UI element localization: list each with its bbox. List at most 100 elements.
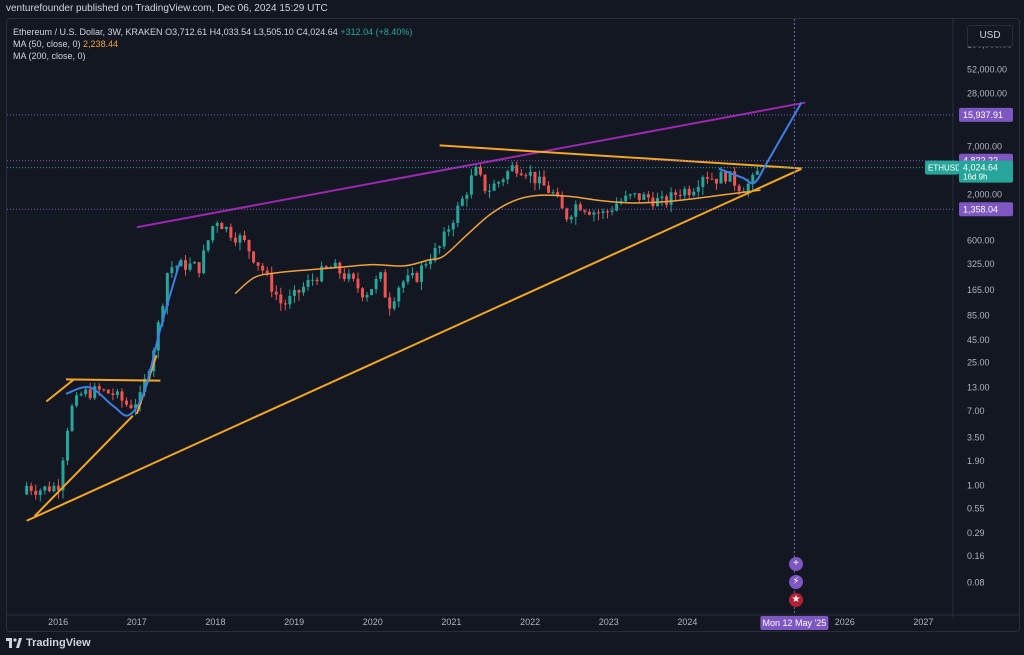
candle-body[interactable] [606, 211, 610, 213]
lightning-icon[interactable]: ⚡ [789, 575, 803, 589]
candle-body[interactable] [674, 192, 678, 195]
candle-body[interactable] [733, 171, 737, 186]
candle-body[interactable] [47, 486, 51, 492]
candle-body[interactable] [415, 272, 419, 282]
candle-body[interactable] [292, 289, 296, 296]
candle-body[interactable] [751, 174, 755, 184]
candle-body[interactable] [88, 389, 92, 399]
candle-body[interactable] [642, 194, 646, 200]
candle-body[interactable] [242, 235, 246, 241]
plus-icon[interactable]: + [789, 557, 803, 571]
candle-body[interactable] [311, 279, 315, 281]
candle-body[interactable] [433, 247, 437, 261]
candle-body[interactable] [379, 272, 383, 279]
candle-body[interactable] [188, 263, 192, 270]
projection-cup-2024-projection[interactable] [718, 102, 803, 185]
trendline-orange-support[interactable] [26, 167, 802, 522]
candle-body[interactable] [501, 179, 505, 183]
candle-body[interactable] [261, 265, 265, 271]
candle-body[interactable] [34, 490, 38, 495]
legend-ma200-line[interactable]: MA (200, close, 0) [13, 51, 86, 61]
candle-body[interactable] [84, 389, 88, 395]
candle-body[interactable] [429, 260, 433, 265]
candle-body[interactable] [710, 178, 714, 180]
candle-body[interactable] [610, 210, 614, 212]
candle-body[interactable] [515, 165, 519, 174]
candle-body[interactable] [460, 198, 464, 206]
trendline-orange-2016-flat[interactable] [65, 378, 161, 382]
candle-body[interactable] [687, 188, 691, 196]
candle-body[interactable] [179, 260, 183, 267]
candle-body[interactable] [351, 273, 355, 279]
candle-body[interactable] [111, 393, 115, 395]
candle-body[interactable] [161, 306, 165, 323]
candle-body[interactable] [755, 170, 759, 175]
candle-body[interactable] [442, 231, 446, 247]
candle-body[interactable] [615, 203, 619, 211]
candle-body[interactable] [478, 166, 482, 175]
candle-body[interactable] [193, 262, 197, 264]
candle-body[interactable] [301, 286, 305, 293]
candle-body[interactable] [61, 460, 65, 491]
candle-body[interactable] [270, 272, 274, 292]
candle-body[interactable] [701, 176, 705, 187]
candle-body[interactable] [256, 262, 260, 266]
candle-body[interactable] [25, 485, 29, 495]
candle-body[interactable] [125, 400, 129, 405]
projection-cup-2016[interactable] [65, 260, 182, 417]
candle-body[interactable] [628, 194, 632, 196]
candle-body[interactable] [184, 260, 188, 270]
candle-body[interactable] [474, 166, 478, 176]
candle-body[interactable] [365, 294, 369, 298]
candle-body[interactable] [488, 190, 492, 192]
price-chart[interactable]: 100,000.0052,000.0028,000.007,000.002,00… [7, 19, 1019, 631]
candle-body[interactable] [66, 430, 70, 461]
legend-ma50-line[interactable]: MA (50, close, 0) 2,238.44 [13, 39, 118, 49]
candle-body[interactable] [587, 211, 591, 215]
candle-body[interactable] [483, 174, 487, 192]
candle-body[interactable] [93, 386, 97, 399]
candle-body[interactable] [265, 270, 269, 273]
candle-body[interactable] [324, 266, 328, 269]
candle-body[interactable] [646, 194, 650, 198]
candle-body[interactable] [211, 226, 215, 241]
candle-body[interactable] [197, 262, 201, 274]
candle-body[interactable] [143, 378, 147, 393]
candle-body[interactable] [578, 204, 582, 211]
candle-body[interactable] [596, 212, 600, 214]
footer[interactable]: TradingView [6, 634, 91, 652]
candle-body[interactable] [306, 279, 310, 287]
candle-body[interactable] [537, 176, 541, 184]
candle-body[interactable] [56, 485, 60, 491]
candle-body[interactable] [419, 265, 423, 282]
candle-body[interactable] [683, 188, 687, 196]
candle-body[interactable] [397, 287, 401, 302]
candle-body[interactable] [696, 186, 700, 192]
candle-body[interactable] [560, 196, 564, 209]
us-flag-icon[interactable]: ★ [789, 593, 803, 607]
candle-body[interactable] [665, 196, 669, 205]
candle-body[interactable] [719, 171, 723, 184]
trendline-orange-upper-triangle[interactable] [439, 144, 802, 170]
candle-body[interactable] [129, 404, 133, 409]
candle-body[interactable] [115, 391, 119, 395]
candle-body[interactable] [465, 194, 469, 199]
candle-body[interactable] [315, 279, 319, 282]
candle-body[interactable] [106, 389, 110, 394]
candle-body[interactable] [447, 229, 451, 232]
candle-body[interactable] [233, 237, 237, 243]
candle-body[interactable] [220, 223, 224, 230]
candle-body[interactable] [138, 392, 142, 405]
candle-body[interactable] [746, 183, 750, 192]
candle-body[interactable] [469, 175, 473, 195]
candle-body[interactable] [633, 193, 637, 195]
candle-body[interactable] [660, 196, 664, 199]
candle-body[interactable] [705, 176, 709, 179]
candle-body[interactable] [601, 211, 605, 213]
candle-body[interactable] [438, 246, 442, 248]
candle-body[interactable] [456, 205, 460, 223]
candle-body[interactable] [274, 291, 278, 295]
candle-body[interactable] [592, 212, 596, 215]
candle-body[interactable] [215, 223, 219, 227]
candle-body[interactable] [70, 405, 74, 431]
